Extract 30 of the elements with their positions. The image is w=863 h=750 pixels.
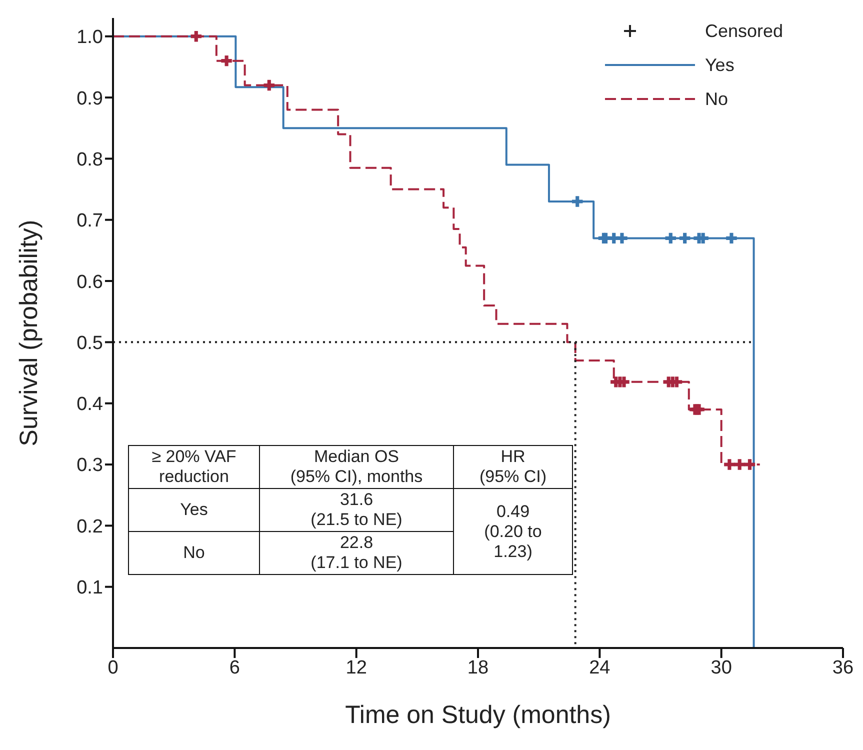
y-tick-label: 0.3	[76, 455, 103, 476]
x-tick-label: 6	[229, 657, 240, 678]
y-tick-label: 0.9	[76, 88, 103, 110]
y-tick-label: 0.7	[76, 210, 103, 232]
annotation: 22.8 (17.1 to NE)	[310, 533, 404, 573]
y-tick-label: 0.5	[76, 332, 103, 354]
annotation: Yes	[179, 500, 209, 520]
y-tick-label: 0.4	[76, 394, 104, 416]
annotation: No	[182, 543, 206, 563]
y-tick-label: 0.6	[76, 272, 103, 293]
annotation: Median OS (95% CI), months	[289, 447, 424, 487]
x-tick-label: 30	[710, 657, 732, 678]
x-tick-label: 36	[832, 657, 854, 678]
x-tick-label: 0	[108, 657, 118, 678]
annotation: HR (95% CI)	[478, 447, 548, 487]
annotation: ≥ 20% VAF reduction	[150, 447, 238, 487]
x-tick-label: 24	[589, 657, 611, 678]
annotation: Censored	[704, 20, 783, 42]
x-tick-label: 18	[467, 657, 489, 678]
x-axis-title: Time on Study (months)	[345, 701, 611, 729]
legend-label: No	[704, 88, 728, 110]
y-tick-label: 0.8	[76, 149, 103, 170]
x-tick-label: 12	[346, 657, 367, 678]
y-tick-label: 0.1	[76, 578, 103, 599]
y-tick-label: 1.0	[76, 27, 103, 48]
y-tick-label: 0.2	[76, 516, 103, 538]
y-axis-title: Survival (probability)	[14, 220, 43, 446]
legend-label: Yes	[704, 54, 734, 76]
annotation: 0.49 (0.20 to 1.23)	[483, 502, 543, 562]
annotation: 31.6 (21.5 to NE)	[310, 490, 404, 530]
